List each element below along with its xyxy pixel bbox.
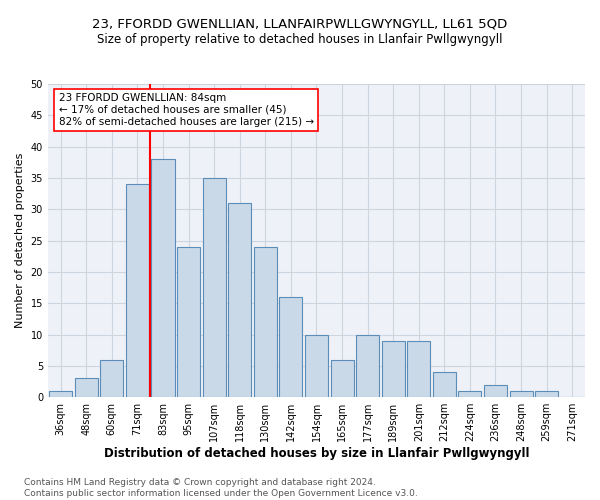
Bar bbox=[382, 341, 404, 397]
Bar bbox=[433, 372, 456, 397]
Text: Size of property relative to detached houses in Llanfair Pwllgwyngyll: Size of property relative to detached ho… bbox=[97, 32, 503, 46]
Bar bbox=[49, 391, 72, 397]
Bar bbox=[305, 334, 328, 397]
Bar bbox=[509, 391, 533, 397]
Text: Contains HM Land Registry data © Crown copyright and database right 2024.
Contai: Contains HM Land Registry data © Crown c… bbox=[24, 478, 418, 498]
Bar bbox=[228, 203, 251, 397]
Bar bbox=[100, 360, 124, 397]
Bar bbox=[458, 391, 481, 397]
Bar bbox=[254, 247, 277, 397]
Bar bbox=[331, 360, 353, 397]
Bar bbox=[535, 391, 558, 397]
Bar bbox=[280, 297, 302, 397]
Bar bbox=[203, 178, 226, 397]
Bar bbox=[484, 384, 507, 397]
Bar bbox=[151, 159, 175, 397]
Bar bbox=[407, 341, 430, 397]
Bar bbox=[177, 247, 200, 397]
Bar bbox=[356, 334, 379, 397]
Text: 23 FFORDD GWENLLIAN: 84sqm
← 17% of detached houses are smaller (45)
82% of semi: 23 FFORDD GWENLLIAN: 84sqm ← 17% of deta… bbox=[59, 94, 314, 126]
Y-axis label: Number of detached properties: Number of detached properties bbox=[15, 153, 25, 328]
Bar bbox=[75, 378, 98, 397]
Bar bbox=[126, 184, 149, 397]
Text: 23, FFORDD GWENLLIAN, LLANFAIRPWLLGWYNGYLL, LL61 5QD: 23, FFORDD GWENLLIAN, LLANFAIRPWLLGWYNGY… bbox=[92, 18, 508, 30]
X-axis label: Distribution of detached houses by size in Llanfair Pwllgwyngyll: Distribution of detached houses by size … bbox=[104, 447, 529, 460]
